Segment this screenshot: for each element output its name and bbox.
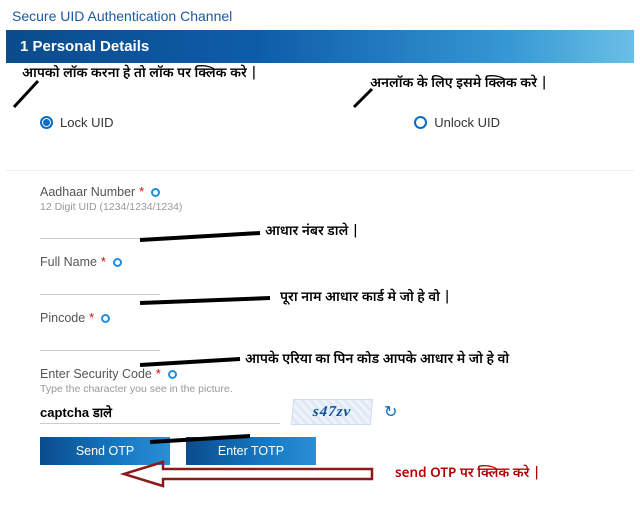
annotation-lock-hint: आपको लॉक करना हे तो लॉक पर क्लिक करे | [22, 65, 258, 83]
annotation-send-otp: send OTP पर क्लिक करे | [395, 465, 540, 483]
pincode-input[interactable] [40, 329, 160, 351]
radio-unlock-label: Unlock UID [434, 115, 500, 130]
radio-lock-label: Lock UID [60, 115, 113, 130]
arrow-icon [10, 77, 44, 111]
fullname-input[interactable] [40, 273, 160, 295]
captcha-image: s47zv [291, 399, 373, 425]
radio-dot-icon [414, 116, 427, 129]
radio-unlock-uid[interactable]: Unlock UID [414, 115, 500, 130]
form-fields: Aadhaar Number * 12 Digit UID (1234/1234… [0, 181, 640, 475]
field-fullname: Full Name * [40, 255, 610, 295]
help-icon[interactable] [101, 314, 110, 323]
required-marker: * [156, 367, 161, 381]
page-title: Secure UID Authentication Channel [0, 0, 640, 30]
radio-dot-icon [40, 116, 53, 129]
required-marker: * [101, 255, 106, 269]
refresh-captcha-icon[interactable]: ↻ [384, 402, 397, 422]
aadhaar-input[interactable] [40, 217, 160, 239]
arrow-icon [350, 85, 376, 111]
field-captcha: Enter Security Code * Type the character… [40, 367, 610, 425]
captcha-label: Enter Security Code [40, 367, 152, 381]
annotation-unlock-hint: अनलॉक के लिए इसमे क्लिक करे | [370, 75, 548, 93]
field-aadhaar: Aadhaar Number * 12 Digit UID (1234/1234… [40, 185, 610, 239]
form-body: आपको लॉक करना हे तो लॉक पर क्लिक करे | अ… [0, 63, 640, 170]
section-header-personal-details: 1 Personal Details [6, 30, 634, 63]
fullname-label: Full Name [40, 255, 97, 269]
help-icon[interactable] [151, 188, 160, 197]
send-otp-button[interactable]: Send OTP [40, 437, 170, 465]
divider [6, 170, 634, 171]
pincode-label: Pincode [40, 311, 85, 325]
enter-totp-button[interactable]: Enter TOTP [186, 437, 316, 465]
captcha-input[interactable] [40, 400, 280, 424]
aadhaar-label: Aadhaar Number [40, 185, 135, 199]
required-marker: * [89, 311, 94, 325]
required-marker: * [139, 185, 144, 199]
radio-lock-uid[interactable]: Lock UID [40, 115, 414, 130]
field-pincode: Pincode * [40, 311, 610, 351]
help-icon[interactable] [168, 370, 177, 379]
aadhaar-hint: 12 Digit UID (1234/1234/1234) [40, 201, 610, 213]
help-icon[interactable] [113, 258, 122, 267]
captcha-hint: Type the character you see in the pictur… [40, 383, 610, 395]
